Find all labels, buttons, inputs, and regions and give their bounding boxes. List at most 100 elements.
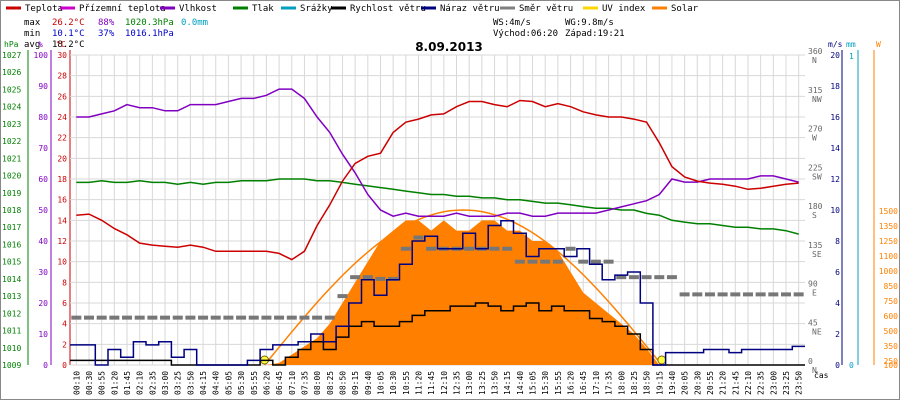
axis-temp-tick: 10 [57,258,67,267]
axis-hpa-tick: 1022 [2,137,21,146]
axis-hpa-tick: 1020 [2,172,21,181]
axis-temp-tick: 12 [57,237,67,246]
axis-temp-tick: 14 [57,216,67,225]
axis-temp-tick: 22 [57,134,67,143]
stat-rain: 0.0mm [181,18,208,28]
axis-x-tick: 16:20 [567,371,576,395]
axis-hpa-tick: 1024 [2,103,21,112]
axis-pct-tick: 100 [34,51,49,60]
axis-dir-tick: 315 [808,86,823,95]
axis-ms-tick: 8 [835,237,840,246]
axis-hpa-tick: 1017 [2,223,21,232]
axis-ms-tick: 4 [835,299,840,308]
axis-x-tick: 00:10 [72,371,81,395]
axis-x-tick: 17:35 [605,371,614,395]
axis-w-tick: 1100 [879,252,898,261]
axis-x-tick: 22:10 [744,371,753,395]
axis-x-tick: 06:20 [262,371,271,395]
axis-hpa-tick: 1027 [2,51,21,60]
axis-dir-letter: N [812,56,817,65]
axis-pct-tick: 30 [38,268,48,277]
legend: Teplota Přízemní teplota Vlhkost Tlak Srážky… [6,4,699,14]
axis-w-tick: 1500 [879,207,898,216]
axis-pct-unit: % [38,40,43,49]
axis-hpa-tick: 1010 [2,344,21,353]
axis-x-tick: 13:00 [465,371,474,395]
axis-pct-tick: 80 [38,113,48,122]
stat-wg: WG:9.8m/s [565,18,614,28]
axis-x-tick: 10:55 [402,371,411,395]
axis-temp-tick: 20 [57,154,67,163]
legend-label: Přízemní teplota [79,4,166,14]
axis-ms-tick: 16 [830,113,840,122]
sunset-marker [657,355,667,365]
axis-w-tick: 850 [884,282,899,291]
axis-w-tick: 250 [884,357,899,366]
legend-label: Teplota [25,4,63,14]
axis-w-tick: 100 [884,361,899,370]
axis-pct-tick: 70 [38,144,48,153]
axis-ms-tick: 2 [835,330,840,339]
axis-ms-unit: m/s [828,40,843,49]
axis-w-tick: 1250 [879,237,898,246]
axis-dir-tick: 135 [808,241,823,250]
stat-max-hum: 88% [98,18,115,28]
legend-label: Tlak [252,4,274,14]
axis-x-tick: 10:05 [376,371,385,395]
axis-ms-tick: 12 [830,175,840,184]
axis-hpa-tick: 1012 [2,309,21,318]
axis-x-tick: 03:00 [161,371,170,395]
axis-x-tick: 10:30 [389,371,398,395]
axis-hpa-unit: hPa [4,40,19,49]
stats-block: max 26.2°C 88% 1020.3hPa 0.0mm min 10.1°… [24,18,625,50]
axis-temp-tick: 16 [57,196,67,205]
legend-label: Náraz větru [440,4,500,14]
axis-pct-tick: 20 [38,299,48,308]
axis-x-tick: 08:25 [326,371,335,395]
axis-temp-tick: 6 [62,299,67,308]
axis-x-tick: 15:30 [541,371,550,395]
axis-x-tick: 02:10 [136,371,145,395]
axis-x-tick: 12:10 [440,371,449,395]
axis-x-tick: 23:25 [782,371,791,395]
legend-label: Směr větru [519,4,573,14]
axis-x-tick: 07:35 [300,371,309,395]
axis-x-tick: 11:45 [427,371,436,395]
axis-x-tick: 21:20 [719,371,728,395]
axis-pct-tick: 90 [38,82,48,91]
axis-w-tick: 600 [884,312,899,321]
stat-avg-label: avg [24,40,40,50]
legend-label: Vlhkost [179,4,217,14]
axis-x-tick: 11:20 [414,371,423,395]
axis-x-tick: 05:30 [237,371,246,395]
axis-hpa-tick: 1021 [2,154,21,163]
axis-w-unit: W [876,40,881,49]
axis-hpa-tick: 1015 [2,258,21,267]
stat-min-press: 1016.1hPa [125,29,174,39]
axis-dir-letter: SE [812,250,822,259]
axis-pct-tick: 50 [38,206,48,215]
axis-x-tick: 19:40 [668,371,677,395]
axis-x-tick: 20:05 [681,371,690,395]
axis-hpa-tick: 1014 [2,275,21,284]
axis-dir-letter: NW [812,95,822,104]
axis-temp-tick: 26 [57,92,67,101]
axis-x-tick: 20:55 [706,371,715,395]
axis-ms-tick: 20 [830,51,840,60]
axis-x-tick: 18:00 [617,371,626,395]
stat-avg-temp: 18.2°C [52,40,85,50]
axis-x-tick: 14:15 [503,371,512,395]
axis-pct-tick: 0 [43,361,48,370]
axis-x-tick: 00:55 [98,371,107,395]
axis-temp-tick: 4 [62,320,67,329]
axis-dir-letter: SW [812,172,822,181]
legend-label: Solar [671,4,699,14]
axis-w-tick: 1350 [879,222,898,231]
axis-dir-letter: E [812,289,817,298]
axis-dir-tick: 0 [808,357,813,366]
axis-temp-tick: 18 [57,175,67,184]
stat-max-press: 1020.3hPa [125,18,174,28]
axis-temp-unit: °C [56,40,66,49]
axis-x-tick: 23:50 [795,371,804,395]
